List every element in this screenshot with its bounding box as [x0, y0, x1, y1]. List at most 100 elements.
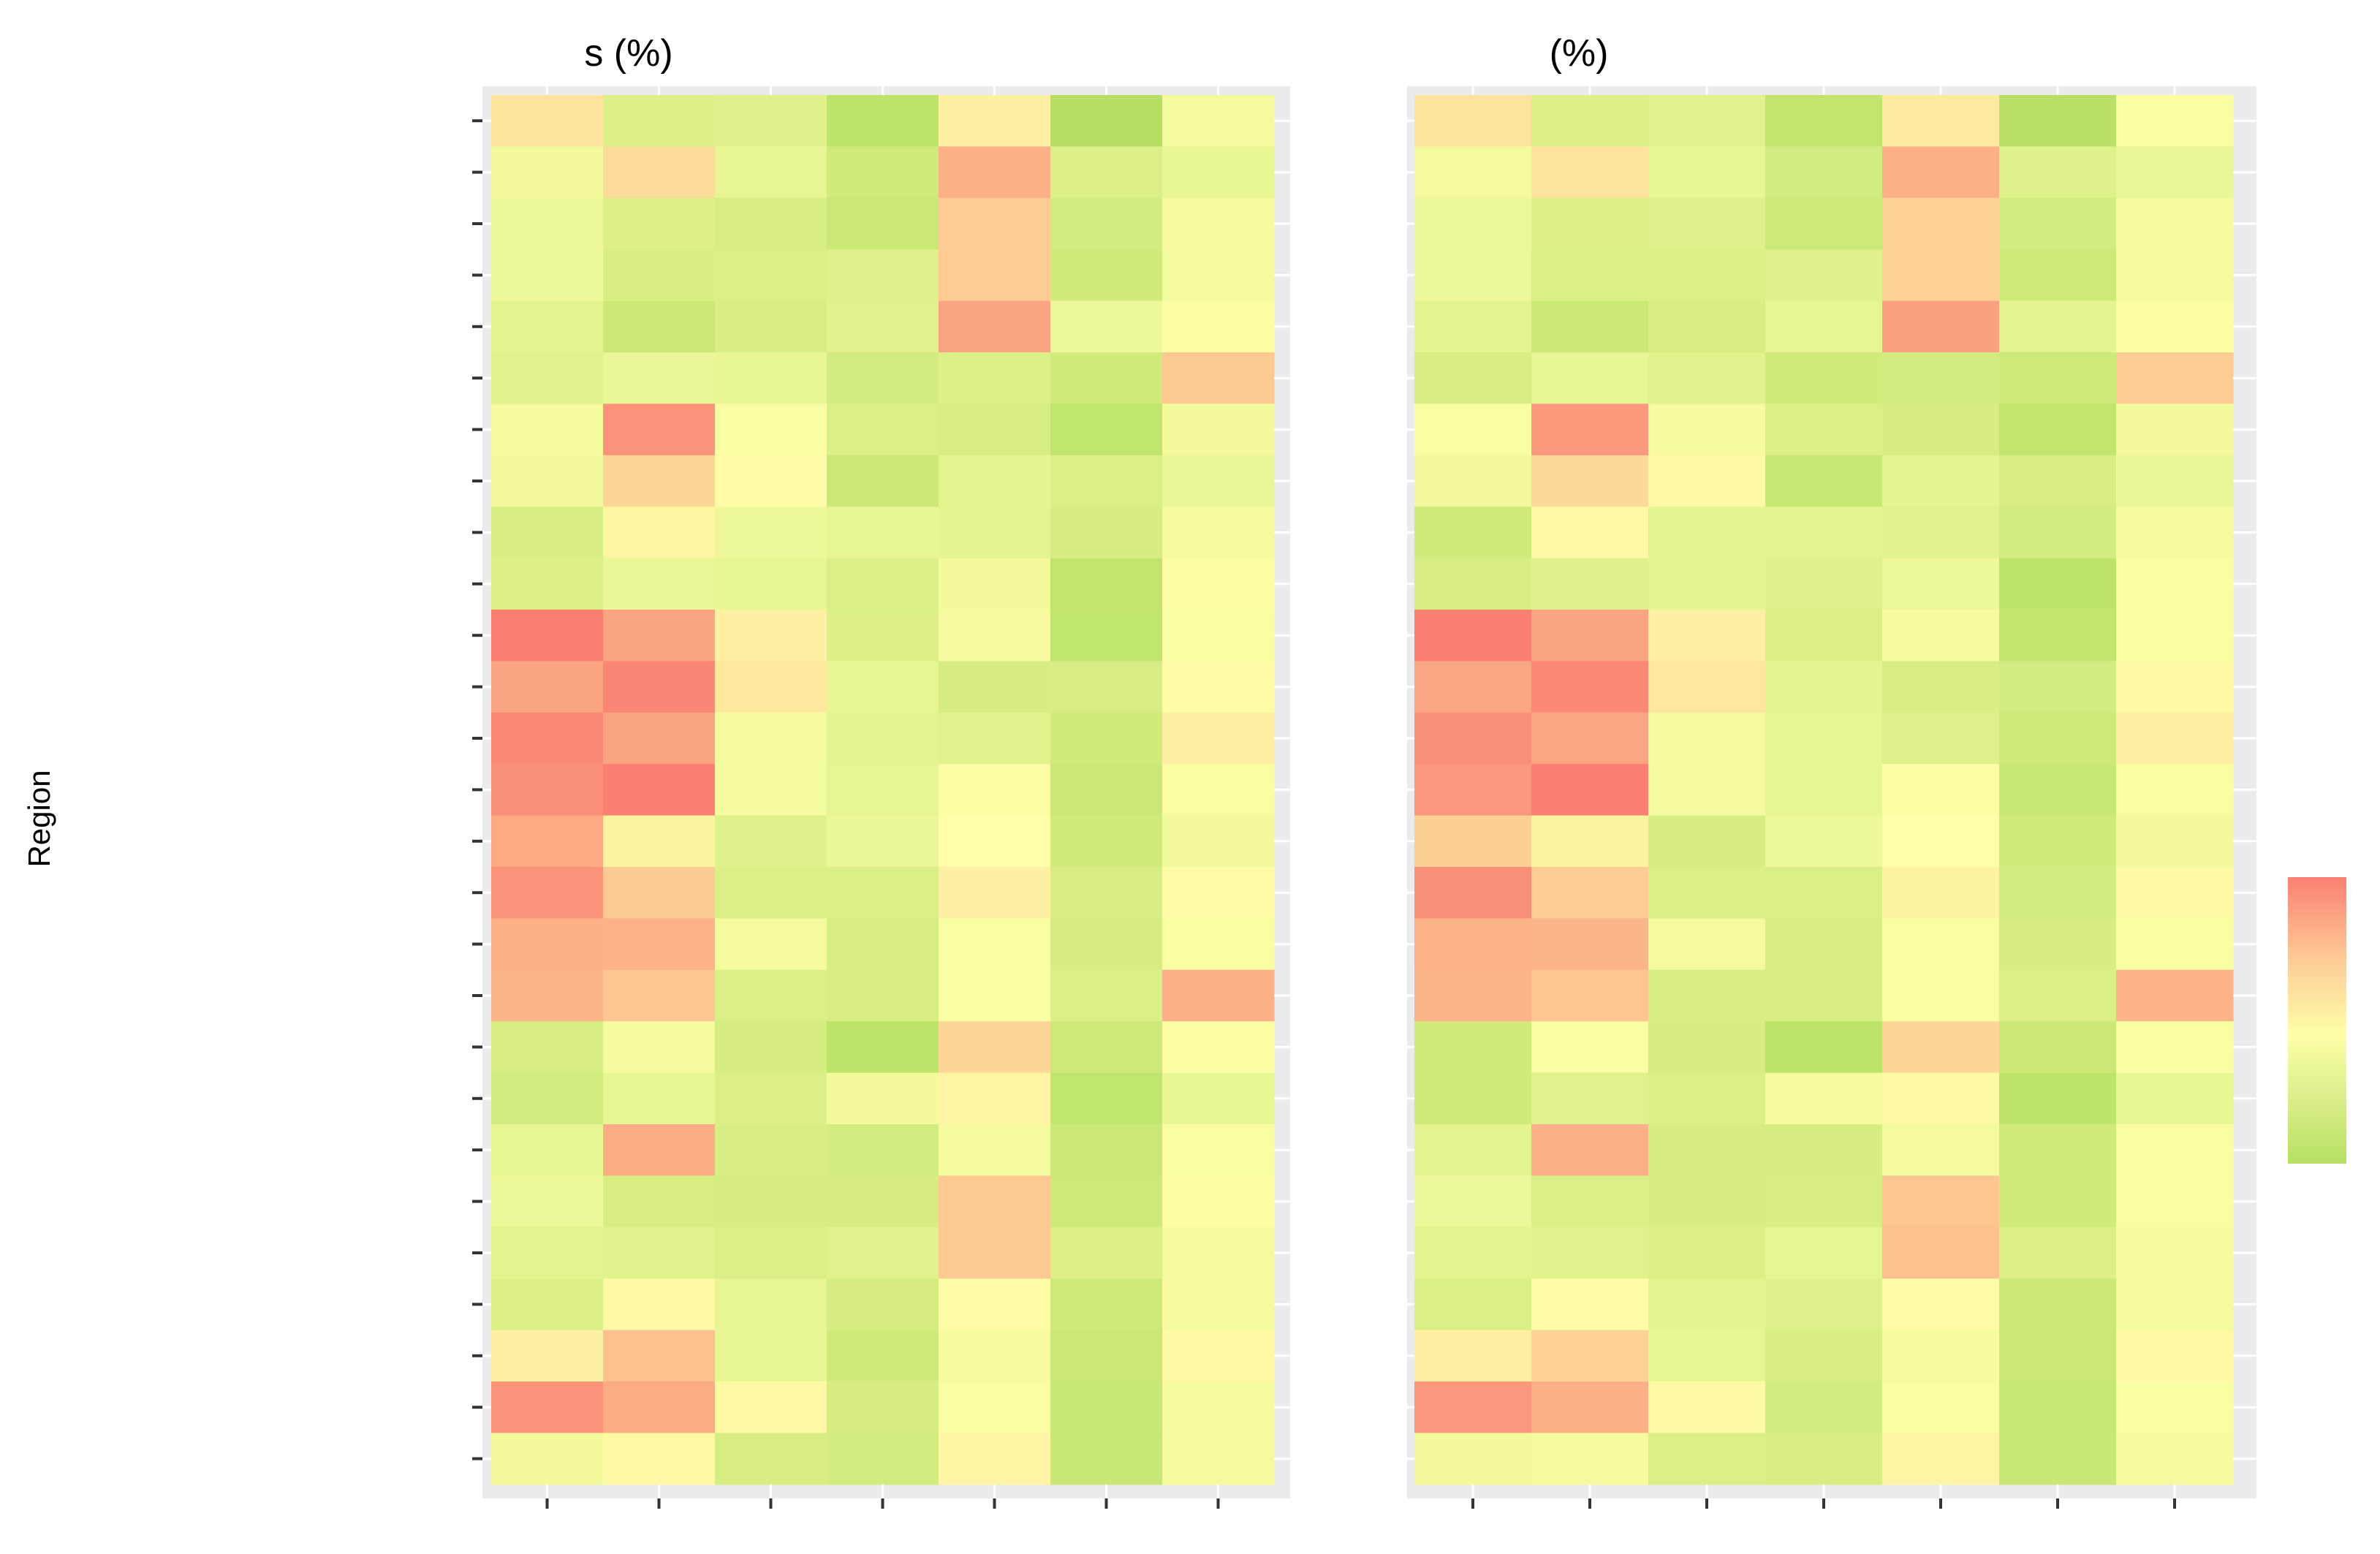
heatmap-cell: [939, 1175, 1051, 1228]
heatmap-cell: [491, 661, 604, 713]
heatmap-cell: [1162, 1021, 1275, 1074]
heatmap-cell: [491, 1381, 604, 1433]
heatmap-cell: [1050, 507, 1163, 559]
heatmap-cell: [603, 1330, 716, 1382]
heatmap-cell: [1648, 1175, 1766, 1228]
heatmap-cell: [1050, 867, 1163, 919]
heatmap-cell: [1162, 661, 1275, 713]
heatmap-cell: [1414, 764, 1532, 816]
heatmap-cell: [2116, 558, 2234, 610]
heatmap-cell: [1050, 1278, 1163, 1331]
heatmap-cell: [1531, 249, 1649, 302]
heatmap-cell: [939, 352, 1051, 404]
heatmap-cell: [491, 815, 604, 868]
heatmap-cell: [1882, 455, 2000, 507]
heatmap-cell: [1050, 1227, 1163, 1279]
heatmap-cell: [1765, 1330, 1883, 1382]
heatmap-cell: [1765, 1381, 1883, 1433]
heatmap-cell: [1765, 610, 1883, 662]
heatmap-cell: [715, 1072, 827, 1125]
heatmap-cell: [1531, 1072, 1649, 1125]
heatmap-cell: [1531, 455, 1649, 507]
heatmap-cell: [1765, 249, 1883, 302]
heatmap-cell: [603, 352, 716, 404]
heatmap-cell: [1882, 1433, 2000, 1485]
heatmap-cell: [491, 403, 604, 456]
heatmap-cell: [1162, 197, 1275, 250]
heatmap-cell: [1999, 764, 2117, 816]
heatmap-cell: [1162, 507, 1275, 559]
heatmap-cell: [827, 764, 939, 816]
heatmap-cell: [1648, 146, 1766, 199]
heatmap-cell: [1414, 1124, 1532, 1176]
heatmap-cell: [1999, 969, 2117, 1022]
heatmap-cell: [1050, 661, 1163, 713]
heatmap-cell: [1531, 558, 1649, 610]
heatmap-cell: [2116, 1072, 2234, 1125]
heatmap-cell: [1414, 1021, 1532, 1074]
heatmap-cell: [2116, 352, 2234, 404]
heatmap-cell: [1648, 815, 1766, 868]
heatmap-cell: [1882, 507, 2000, 559]
heatmap-cell: [1882, 300, 2000, 353]
heatmap-cell: [1414, 867, 1532, 919]
heatmap-cell: [827, 867, 939, 919]
heatmap-cell: [603, 1175, 716, 1228]
heatmap-cell: [491, 249, 604, 302]
heatmap-cell: [1162, 1330, 1275, 1382]
heatmap-cell: [491, 1330, 604, 1382]
heatmap-cell: [603, 867, 716, 919]
heatmap-cell: [2116, 1021, 2234, 1074]
heatmap-cell: [1162, 95, 1275, 147]
heatmap-cell: [603, 610, 716, 662]
heatmap-cell: [603, 1381, 716, 1433]
heatmap-cell: [827, 918, 939, 971]
heatmap-cell: [1648, 1278, 1766, 1331]
heatmap-cell: [939, 146, 1051, 199]
heatmap-cell: [1648, 1072, 1766, 1125]
heatmap-cell: [1648, 558, 1766, 610]
heatmap-cell: [715, 95, 827, 147]
heatmap-cell: [939, 815, 1051, 868]
heatmap-cell: [827, 1278, 939, 1331]
heatmap-cell: [1765, 1021, 1883, 1074]
heatmap-cell: [1999, 1330, 2117, 1382]
heatmap-cell: [939, 1330, 1051, 1382]
heatmap-cell: [939, 300, 1051, 353]
heatmap-cell: [1765, 1433, 1883, 1485]
heatmap-cell: [1765, 867, 1883, 919]
colorbar: [2288, 877, 2346, 1164]
heatmap-cell: [715, 455, 827, 507]
heatmap-cell: [1414, 403, 1532, 456]
heatmap-cell: [715, 352, 827, 404]
heatmap-cell: [827, 1227, 939, 1279]
heatmap-cell: [1999, 610, 2117, 662]
heatmap-cell: [827, 661, 939, 713]
heatmap-cell: [1999, 918, 2117, 971]
heatmap-cell: [1414, 712, 1532, 765]
heatmap-cell: [1414, 969, 1532, 1022]
heatmap-cell: [491, 1021, 604, 1074]
heatmap-cell: [1414, 661, 1532, 713]
heatmap-cell: [1765, 764, 1883, 816]
heatmap-cell: [1765, 300, 1883, 353]
heatmap-cell: [2116, 403, 2234, 456]
heatmap-cell: [1414, 197, 1532, 250]
heatmap-cell: [2116, 95, 2234, 147]
heatmap-cell: [715, 1124, 827, 1176]
heatmap-cell: [1765, 455, 1883, 507]
heatmap-cell: [1765, 507, 1883, 559]
heatmap-cell: [715, 1381, 827, 1433]
heatmap-cell: [1648, 1124, 1766, 1176]
heatmap-cell: [1531, 867, 1649, 919]
heatmap-cell: [1050, 455, 1163, 507]
heatmap-cell: [939, 507, 1051, 559]
heatmap-cell: [1162, 815, 1275, 868]
heatmap-cell: [603, 300, 716, 353]
heatmap-cell: [939, 1278, 1051, 1331]
heatmap-cell: [1050, 1433, 1163, 1485]
heatmap-cell: [2116, 249, 2234, 302]
heatmap-cell: [1999, 95, 2117, 147]
heatmap-cell: [715, 558, 827, 610]
heatmap-cell: [1531, 95, 1649, 147]
